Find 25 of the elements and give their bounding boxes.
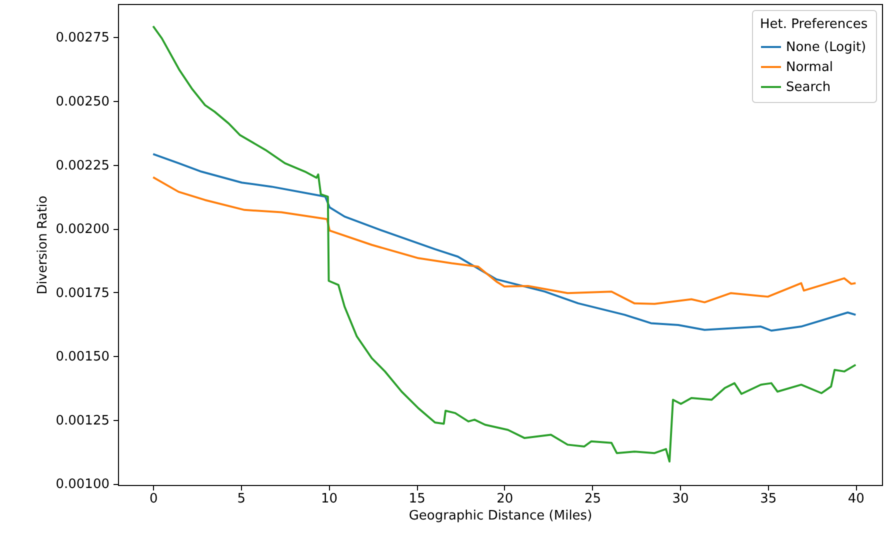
x-tick-label: 0 <box>149 492 158 506</box>
x-tick-label: 35 <box>760 492 777 506</box>
legend-title: Het. Preferences <box>760 17 868 32</box>
y-tick-label: 0.00175 <box>56 286 110 301</box>
x-tick-label: 40 <box>848 492 864 506</box>
y-tick-label: 0.00100 <box>56 477 110 492</box>
y-tick-label: 0.00125 <box>56 413 110 428</box>
y-tick-label: 0.00150 <box>56 350 110 365</box>
y-tick-label: 0.00200 <box>56 222 110 238</box>
y-tick-label: 0.00225 <box>56 158 110 174</box>
y-tick-label: 0.00250 <box>56 94 110 110</box>
x-tick-label: 25 <box>584 492 601 506</box>
legend-label: Search <box>786 80 831 95</box>
y-tick-label: 0.00275 <box>56 30 110 46</box>
line-series <box>152 176 857 305</box>
x-tick-label: 20 <box>496 492 514 506</box>
x-axis-title: Geographic Distance (Miles) <box>408 508 592 524</box>
x-tick-label: 15 <box>408 492 426 506</box>
x-tick-label: 5 <box>237 492 246 506</box>
legend-label: Normal <box>786 60 834 75</box>
y-axis-title: Diversion Ratio <box>36 196 51 294</box>
line-series <box>152 153 857 332</box>
legend-label: None (Logit) <box>786 40 866 55</box>
x-tick-label: 30 <box>672 492 689 506</box>
x-tick-label: 10 <box>320 492 338 506</box>
